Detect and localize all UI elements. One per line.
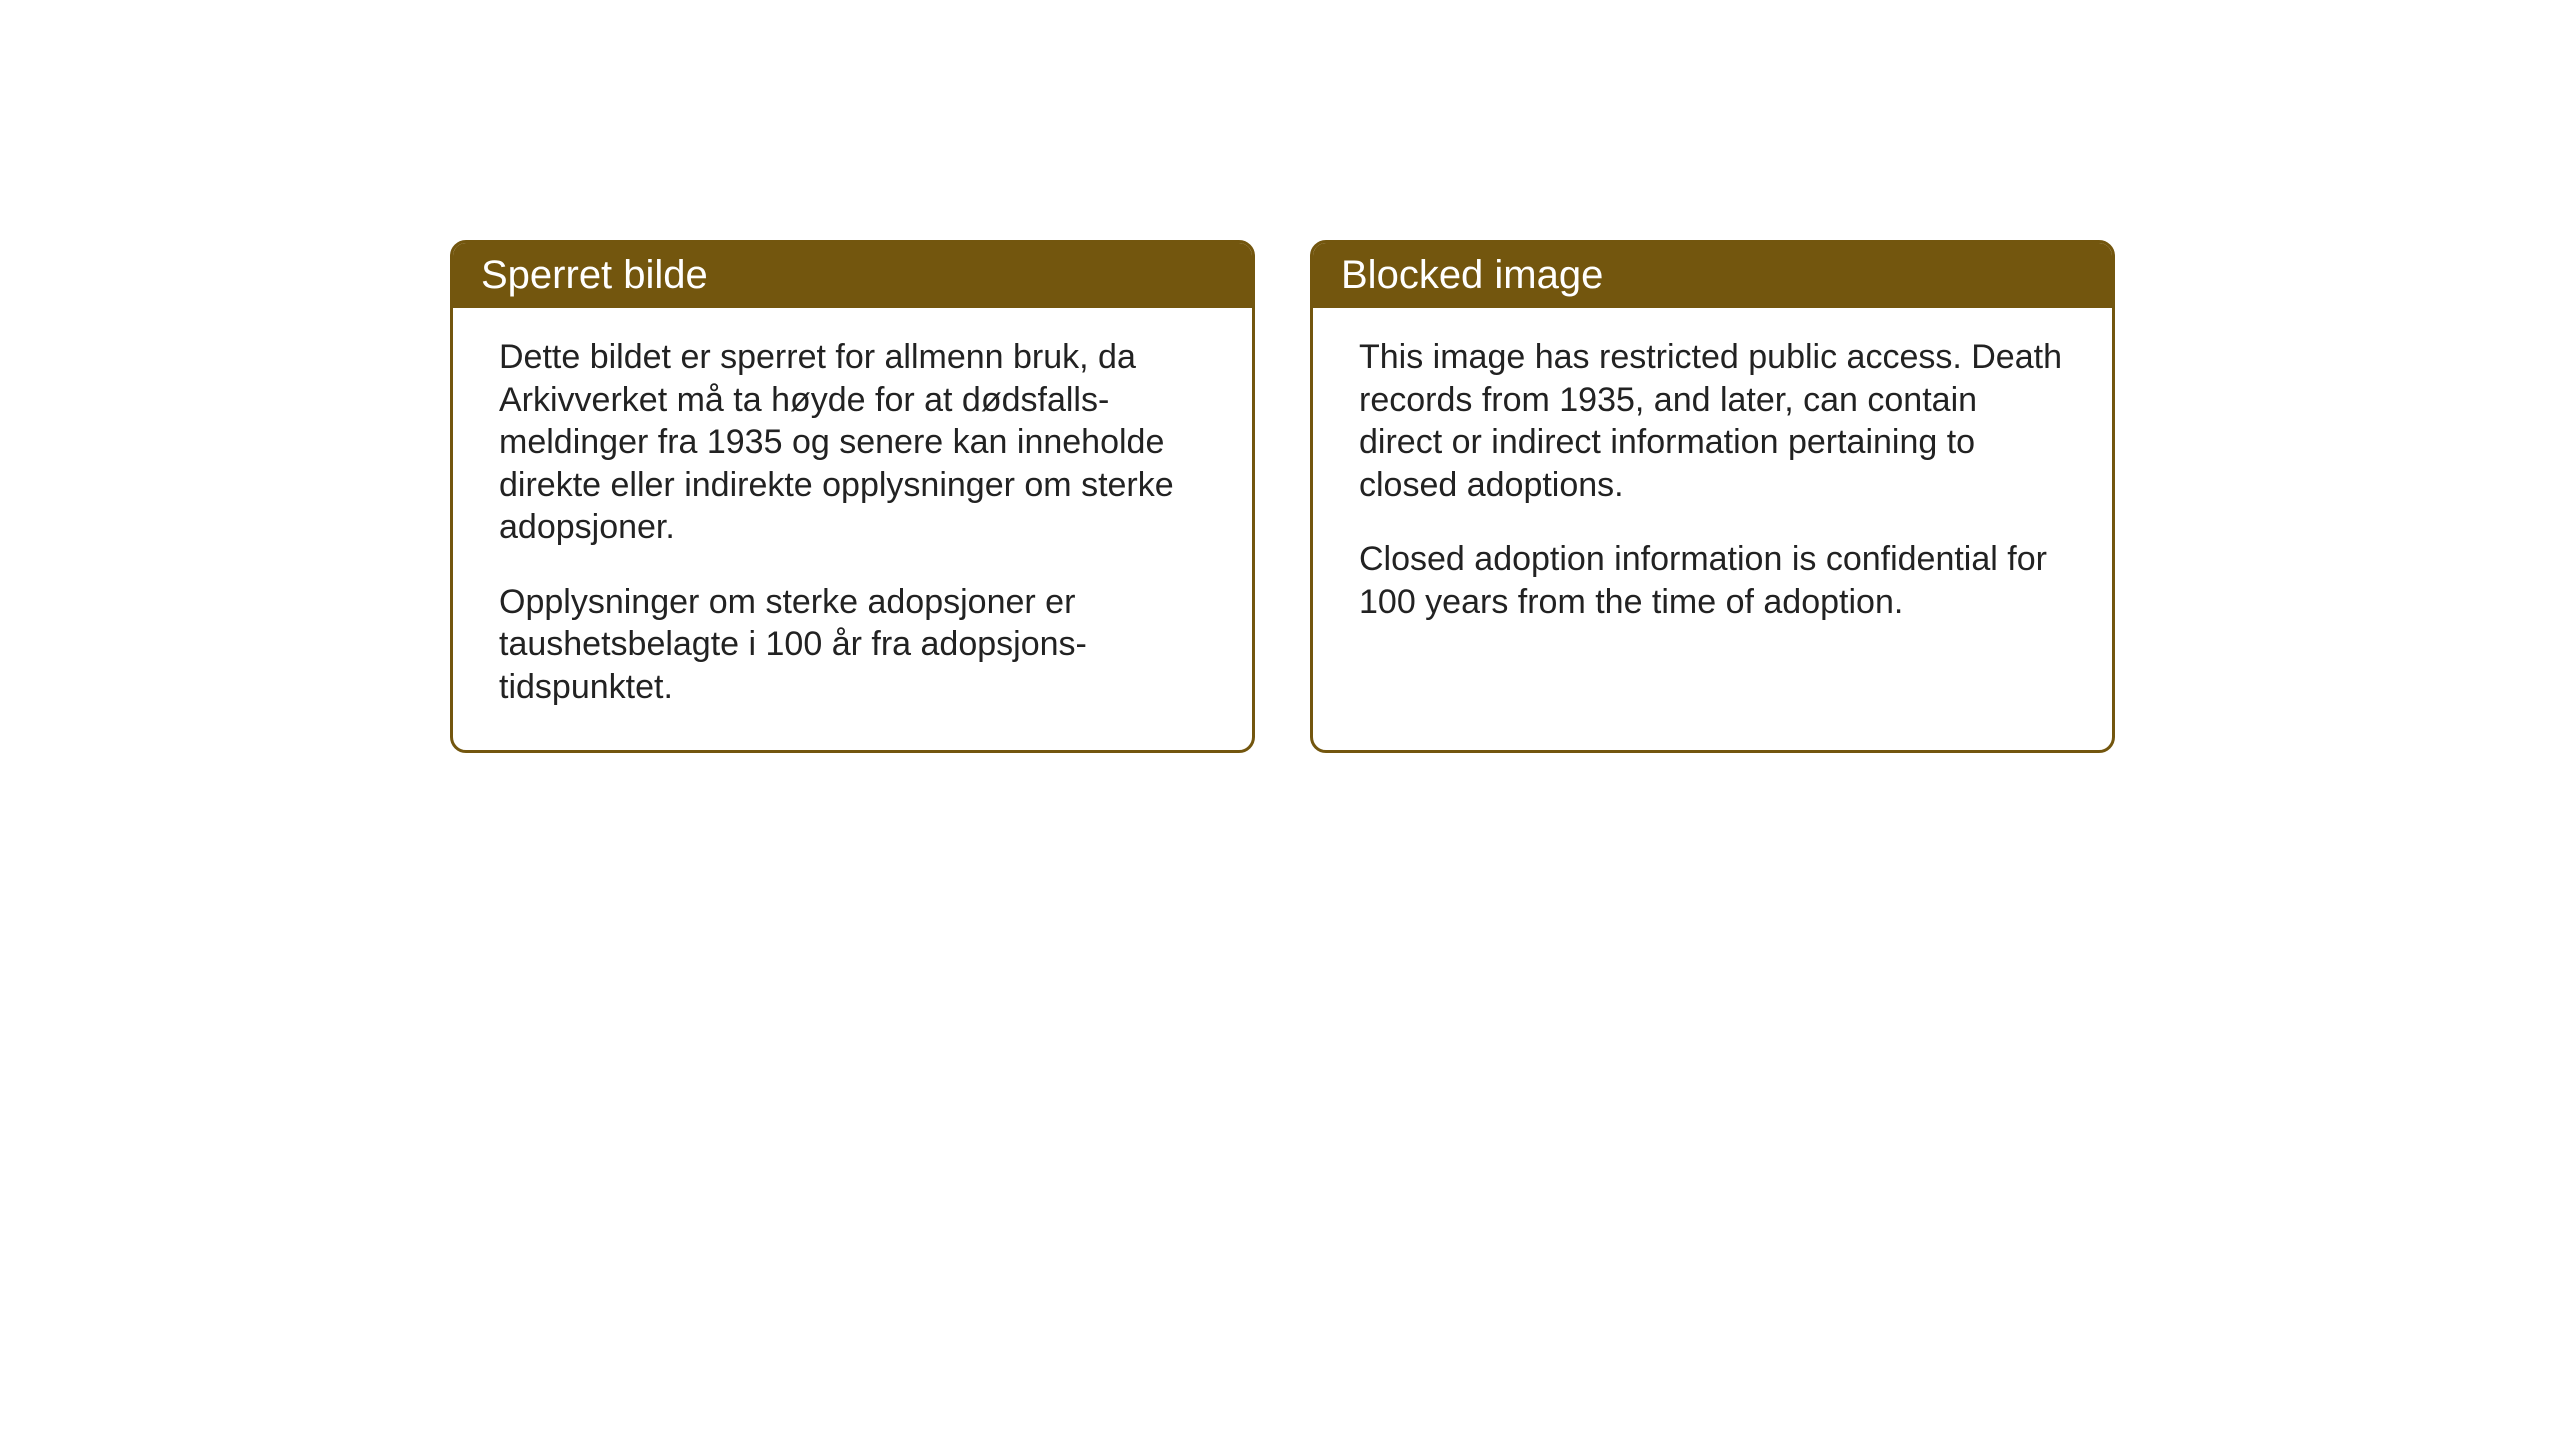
card-header-english: Blocked image bbox=[1313, 243, 2112, 308]
notice-container: Sperret bilde Dette bildet er sperret fo… bbox=[450, 240, 2115, 753]
card-paragraph: Opplysninger om sterke adopsjoner er tau… bbox=[499, 581, 1206, 709]
card-body-norwegian: Dette bildet er sperret for allmenn bruk… bbox=[453, 308, 1252, 748]
card-body-english: This image has restricted public access.… bbox=[1313, 308, 2112, 663]
notice-card-norwegian: Sperret bilde Dette bildet er sperret fo… bbox=[450, 240, 1255, 753]
card-paragraph: This image has restricted public access.… bbox=[1359, 336, 2066, 506]
card-paragraph: Closed adoption information is confident… bbox=[1359, 538, 2066, 623]
card-title: Sperret bilde bbox=[481, 253, 708, 297]
card-title: Blocked image bbox=[1341, 253, 1603, 297]
card-paragraph: Dette bildet er sperret for allmenn bruk… bbox=[499, 336, 1206, 549]
card-header-norwegian: Sperret bilde bbox=[453, 243, 1252, 308]
notice-card-english: Blocked image This image has restricted … bbox=[1310, 240, 2115, 753]
